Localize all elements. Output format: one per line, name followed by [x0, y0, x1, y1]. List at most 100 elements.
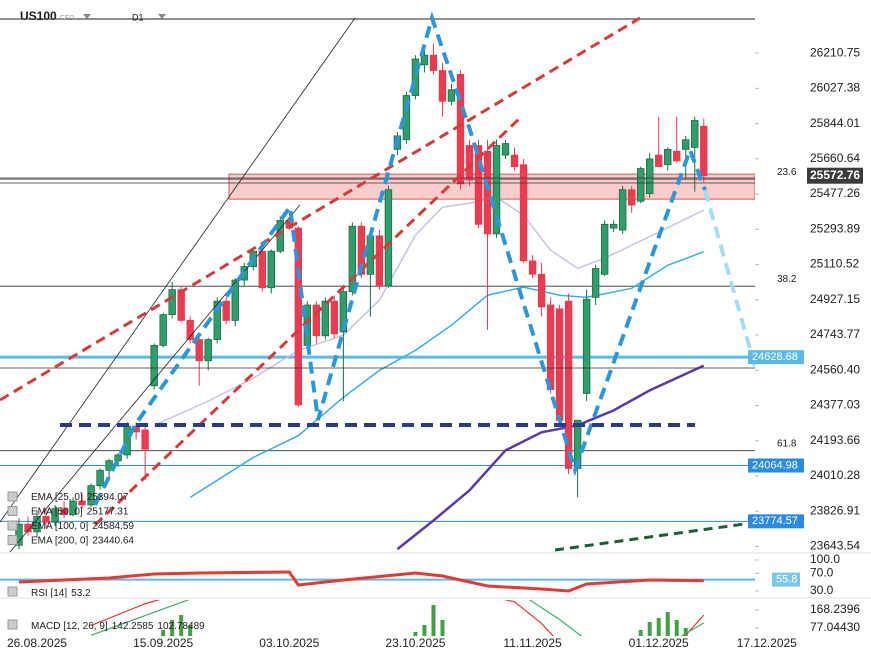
current-price-box	[807, 167, 863, 184]
candle-body	[537, 273, 546, 308]
candle-body	[141, 429, 149, 450]
legend-value: 53.2	[71, 588, 91, 599]
candle-body	[312, 304, 321, 337]
candle-body	[330, 300, 339, 335]
ema-line	[153, 196, 705, 427]
candle-body	[510, 154, 519, 168]
candle-body	[78, 500, 86, 506]
plot-area	[0, 43, 755, 551]
y-tick-label: 23826.91	[810, 503, 860, 517]
legend-icon	[7, 535, 18, 545]
legend-name: EMA [100, 0]	[31, 521, 88, 532]
x-tick-label: 23.10.2025	[385, 636, 445, 650]
candle-body	[655, 154, 663, 168]
candle-body	[636, 168, 645, 202]
macd-histogram-bar	[638, 629, 643, 636]
legend-item: EMA [200, 0] 23440.64	[31, 535, 134, 546]
candle-body	[168, 289, 176, 316]
y-tick-label: 24193.66	[810, 433, 860, 447]
candle-body	[294, 227, 303, 406]
legend-value: 142.2585	[112, 621, 154, 632]
instrument-type: CFD	[60, 15, 74, 22]
channel-line	[93, 116, 522, 527]
rsi-pane	[0, 570, 755, 593]
candle-body	[15, 523, 23, 546]
legend-name: MACD [12, 26, 9]	[31, 621, 108, 632]
timeframe[interactable]: D1	[132, 12, 144, 22]
macd-histogram-bar	[656, 617, 661, 636]
legend-value: 25394.07	[87, 492, 129, 503]
y-tick-label: 25660.64	[810, 151, 860, 165]
macd-histogram-bar	[431, 605, 436, 636]
overlay: 23.6 38.2 61.8 24628.68 24064.98 23774.57 EMA …	[7, 167, 863, 650]
candle-body	[600, 223, 609, 275]
candle-body	[105, 460, 113, 471]
legend-icon	[7, 491, 18, 502]
candle-body	[591, 268, 600, 298]
candle-body	[375, 235, 384, 287]
candle-body	[682, 139, 690, 150]
candle-body	[474, 145, 483, 225]
fib-label: 61.8	[777, 438, 797, 449]
candle-body	[546, 304, 555, 390]
y-tick-label: 25844.01	[810, 116, 860, 130]
x-tick-label: 03.10.2025	[259, 636, 319, 650]
rsi-line	[18, 570, 704, 593]
macd-histogram-bar	[665, 612, 670, 636]
candle-body	[564, 300, 573, 469]
x-tick-label: 11.11.2025	[503, 636, 562, 650]
candle-body	[384, 189, 393, 287]
trendline	[554, 521, 755, 552]
candle-body	[673, 150, 681, 162]
candle-body	[664, 148, 672, 166]
candle-body	[609, 223, 618, 229]
legend-icon	[7, 586, 18, 597]
candle-body	[123, 425, 131, 456]
candle-body	[627, 189, 636, 206]
candle-body	[501, 143, 510, 156]
legend-name: EMA [50, 0]	[31, 506, 83, 517]
y-tick-label: 25477.26	[810, 186, 860, 200]
candle-body	[438, 70, 447, 102]
y-tick-label: 100.0	[810, 552, 840, 566]
dropdown-icon[interactable]	[158, 14, 166, 19]
legend-value: 25177.31	[87, 506, 129, 517]
y-tick-label: 77.04430	[810, 620, 860, 634]
candle-body	[159, 314, 167, 346]
candle-body	[195, 339, 203, 362]
level-label: 23774.57	[752, 515, 798, 527]
fib-label: 23.6	[777, 167, 797, 178]
legend-item: EMA [25, 0] 25394.07	[31, 492, 129, 503]
macd-histogram-bar	[179, 614, 184, 636]
current-price: 25572.76	[810, 168, 860, 182]
y-tick-label: 25110.52	[810, 257, 859, 271]
ema-line	[396, 364, 705, 551]
macd-pane	[90, 600, 705, 636]
rsi-level-box	[772, 572, 800, 587]
candle-body	[700, 125, 708, 177]
candle-body	[321, 300, 330, 337]
candle-body	[258, 250, 266, 289]
candle-body	[276, 220, 284, 252]
y-tick-label: 30.0	[810, 583, 834, 597]
candle-body	[483, 150, 492, 235]
candle-body	[42, 516, 50, 523]
macd-histogram-bar	[188, 624, 193, 636]
candle-body	[411, 58, 420, 96]
legend-name: RSI [14]	[31, 588, 67, 599]
candle-body	[366, 235, 375, 275]
header: US100 CFD D1	[20, 9, 166, 23]
symbol[interactable]: US100	[20, 9, 57, 23]
macd-histogram-bar	[683, 627, 688, 636]
macd-histogram-bar	[422, 624, 427, 636]
macd-histogram-bar	[647, 621, 652, 636]
macd-line	[90, 600, 705, 636]
main-pane	[0, 43, 755, 636]
zigzag-line	[93, 11, 707, 506]
candle-body	[420, 54, 429, 66]
legend-value: 23440.64	[92, 535, 134, 546]
dropdown-icon[interactable]	[83, 14, 91, 19]
y-tick-label: 24010.28	[810, 468, 860, 482]
candle-body	[231, 279, 239, 321]
